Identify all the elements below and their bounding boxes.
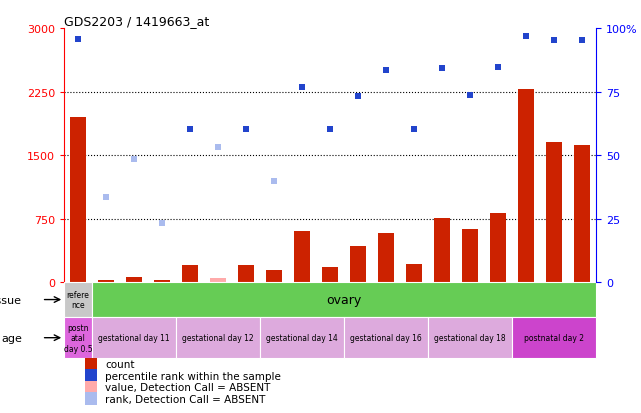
Bar (546, 143, 562, 282)
Text: refere
nce: refere nce (67, 290, 90, 309)
Bar (512, 317, 596, 358)
Point (549, 38, 559, 44)
Bar (85, 381, 97, 394)
Point (101, 194, 112, 200)
Bar (267, 270, 282, 282)
Bar (260, 317, 344, 358)
Text: tissue: tissue (0, 295, 22, 305)
Point (493, 64, 503, 71)
Point (73, 37, 83, 43)
Bar (210, 278, 226, 282)
Bar (85, 370, 97, 382)
Point (185, 126, 196, 133)
Bar (351, 246, 366, 282)
Point (269, 179, 279, 185)
Point (213, 144, 223, 151)
Bar (126, 278, 142, 282)
Bar (574, 145, 590, 282)
Bar (344, 317, 428, 358)
Bar (435, 218, 450, 282)
Text: postn
atal
day 0.5: postn atal day 0.5 (64, 323, 92, 353)
Bar (85, 358, 97, 371)
Point (241, 126, 251, 133)
Bar (99, 280, 114, 282)
Bar (64, 282, 92, 317)
Point (381, 67, 391, 74)
Point (353, 93, 363, 100)
Point (521, 33, 531, 40)
Text: value, Detection Call = ABSENT: value, Detection Call = ABSENT (105, 382, 271, 392)
Point (129, 157, 139, 163)
Bar (294, 232, 310, 282)
Point (409, 126, 419, 133)
Bar (71, 118, 86, 282)
Text: count: count (105, 359, 135, 369)
Text: percentile rank within the sample: percentile rank within the sample (105, 371, 281, 381)
Point (297, 85, 307, 91)
Text: ovary: ovary (326, 293, 362, 306)
Text: gestational day 14: gestational day 14 (266, 333, 338, 342)
Point (157, 220, 167, 227)
Bar (183, 266, 198, 282)
Text: gestational day 18: gestational day 18 (435, 333, 506, 342)
Text: age: age (1, 333, 22, 343)
Text: rank, Detection Call = ABSENT: rank, Detection Call = ABSENT (105, 394, 265, 404)
Bar (428, 317, 512, 358)
Bar (490, 213, 506, 282)
Text: postnatal day 2: postnatal day 2 (524, 333, 584, 342)
Text: gestational day 12: gestational day 12 (182, 333, 254, 342)
Point (325, 126, 335, 133)
Text: gestational day 11: gestational day 11 (98, 333, 170, 342)
Text: gestational day 16: gestational day 16 (350, 333, 422, 342)
Bar (378, 233, 394, 282)
Bar (176, 317, 260, 358)
Text: GDS2203 / 1419663_at: GDS2203 / 1419663_at (64, 15, 210, 28)
Bar (462, 229, 478, 282)
Point (465, 93, 475, 99)
Point (437, 65, 447, 72)
Bar (238, 266, 254, 282)
Bar (64, 317, 92, 358)
Bar (519, 90, 534, 282)
Bar (322, 267, 338, 282)
Bar (85, 392, 97, 406)
Bar (154, 280, 170, 282)
Bar (92, 317, 176, 358)
Point (577, 38, 587, 44)
Bar (406, 264, 422, 282)
